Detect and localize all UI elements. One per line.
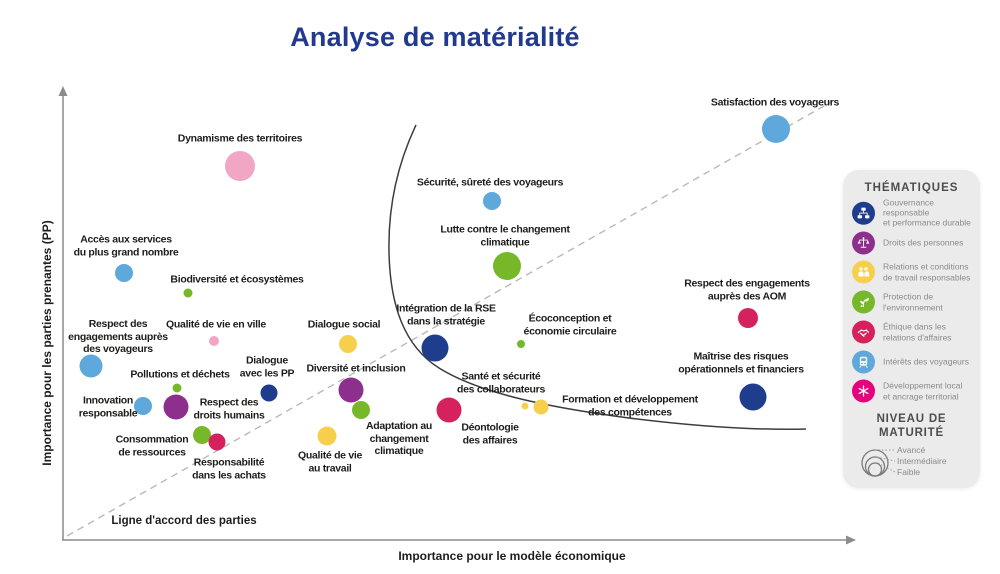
bubble-formation-developpement-competences (533, 399, 549, 415)
bubble-dialogue-avec-pp (260, 384, 278, 402)
quadrant-curve (388, 124, 807, 430)
label-dialogue-avec-pp: Dialogue avec les PP (239, 354, 295, 379)
maturity-circles-icon (861, 449, 896, 477)
legend-item-label: Gouvernance responsable et performance d… (883, 197, 971, 229)
label-maitrise-risques: Maîtrise des risques opérationnels et fi… (678, 350, 804, 375)
bubble-respect-engagements-voyageurs (79, 354, 103, 378)
bubble-diversite-inclusion (338, 377, 364, 403)
label-integration-rse-strategie: Intégration de la RSE dans la stratégie (396, 302, 496, 327)
bubble-securite-surete-voyageurs (483, 192, 501, 210)
bubble-satisfaction-voyageurs (762, 115, 790, 143)
label-ecoconception-economie-circulaire: Écoconception et économie circulaire (523, 312, 617, 337)
bubble-integration-rse-strategie (421, 334, 449, 362)
label-satisfaction-voyageurs: Satisfaction des voyageurs (710, 96, 840, 109)
legend-title: THÉMATIQUES (864, 182, 959, 194)
org-chart-icon (852, 201, 875, 225)
bubble-qualite-vie-ville (209, 336, 219, 346)
bubble-biodiversite-ecosystemes (183, 288, 193, 298)
bubble-maitrise-risques (739, 383, 767, 411)
label-sante-securite-collaborateurs: Santé et sécurité des collaborateurs (457, 370, 545, 395)
bubble-dynamisme-territoires (225, 151, 255, 181)
bubble-qualite-vie-travail (317, 426, 337, 446)
label-acces-services: Accès aux services du plus grand nombre (73, 233, 179, 258)
x-axis-label: Importance pour le modèle économique (398, 549, 626, 563)
label-formation-developpement-competences: Formation et développement des compétenc… (562, 393, 698, 418)
bubble-pollutions-dechets (172, 383, 182, 393)
label-biodiversite-ecosystemes: Biodiversité et écosystèmes (170, 273, 304, 286)
bubble-innovation-responsable (134, 397, 152, 415)
legend-item-droits-personnes: Droits des personnes (852, 231, 974, 254)
label-qualite-vie-ville: Qualité de vie en ville (166, 318, 266, 331)
bubble-adaptation-changement-climatique (352, 401, 370, 419)
legend-item-label: Relations et conditions de travail respo… (883, 261, 971, 282)
label-deontologie-affaires: Déontologie des affaires (461, 421, 519, 446)
label-dialogue-social: Dialogue social (307, 318, 381, 331)
legend-item-developpement-local: Développement local et ancrage territori… (852, 379, 974, 403)
plant-icon (852, 290, 875, 314)
legend-item-label: Développement local et ancrage territori… (883, 380, 963, 401)
bubble-consommation-ressources (193, 426, 211, 444)
bubble-responsabilite-achats (208, 433, 226, 451)
label-respect-engagements-aom: Respect des engagements auprès des AOM (684, 277, 810, 302)
maturity-title: NIVEAU DE MATURITÉ (876, 413, 947, 439)
label-consommation-ressources: Consommation de ressources (115, 433, 189, 458)
bubble-sante-securite-collaborateurs (521, 402, 529, 410)
label-qualite-vie-travail: Qualité de vie au travail (297, 449, 363, 474)
bubble-respect-droits-humains (163, 394, 189, 420)
legend-item-label: Éthique dans les relations d'affaires (883, 321, 952, 342)
agreement-dashed-line (66, 101, 832, 537)
label-adaptation-changement-climatique: Adaptation au changement climatique (365, 420, 433, 458)
bubble-respect-engagements-aom (738, 308, 758, 328)
legend-item-label: Droits des personnes (883, 237, 964, 248)
label-innovation-responsable: Innovation responsable (78, 394, 138, 419)
maturity-level-0: Avancé (897, 445, 926, 455)
bubble-lutte-changement-climatique (493, 252, 521, 280)
scales-icon (852, 231, 875, 254)
legend-item-relations-travail: Relations et conditions de travail respo… (852, 260, 974, 284)
label-securite-surete-voyageurs: Sécurité, sûreté des voyageurs (416, 176, 564, 189)
x-axis-arrow-icon (846, 535, 856, 545)
bubble-dialogue-social (339, 335, 357, 353)
maturity-level-1: Intermédiaire (897, 456, 947, 466)
label-lutte-changement-climatique: Lutte contre le changement climatique (440, 223, 570, 248)
legend-item-label: Intérêts des voyageurs (883, 356, 969, 367)
legend-item-label: Protection de l'environnement (883, 291, 943, 312)
agreement-line-label: Ligne d'accord des parties (111, 515, 257, 527)
burst-icon (852, 379, 875, 403)
label-respect-droits-humains: Respect des droits humains (193, 396, 265, 421)
label-dynamisme-territoires: Dynamisme des territoires (177, 132, 303, 145)
legend-item-protection-environnement: Protection de l'environnement (852, 290, 974, 314)
label-respect-engagements-voyageurs: Respect des engagements auprès des voyag… (68, 318, 168, 356)
legend-item-ethique-affaires: Éthique dans les relations d'affaires (852, 320, 974, 344)
label-responsabilite-achats: Responsabilité dans les achats (192, 456, 266, 481)
people-icon (852, 260, 875, 284)
train-icon (852, 350, 875, 374)
y-axis-arrow-icon (58, 86, 68, 96)
maturity-level-2: Faible (897, 467, 921, 477)
handshake-icon (852, 320, 875, 344)
legend-item-interets-voyageurs: Intérêts des voyageurs (852, 350, 974, 374)
label-pollutions-dechets: Pollutions et déchets (130, 368, 230, 381)
bubble-acces-services (115, 264, 133, 282)
bubble-deontologie-affaires (436, 397, 462, 423)
bubble-ecoconception-economie-circulaire (517, 340, 525, 348)
y-axis-label: Importance pour les parties prenantes (P… (40, 220, 54, 466)
legend-item-gouvernance: Gouvernance responsable et performance d… (852, 198, 974, 229)
legend-panel: THÉMATIQUES Gouvernance responsable et p… (843, 170, 980, 488)
label-diversite-inclusion: Diversité et inclusion (306, 362, 406, 375)
page-title: Analyse de matérialité (290, 22, 580, 52)
